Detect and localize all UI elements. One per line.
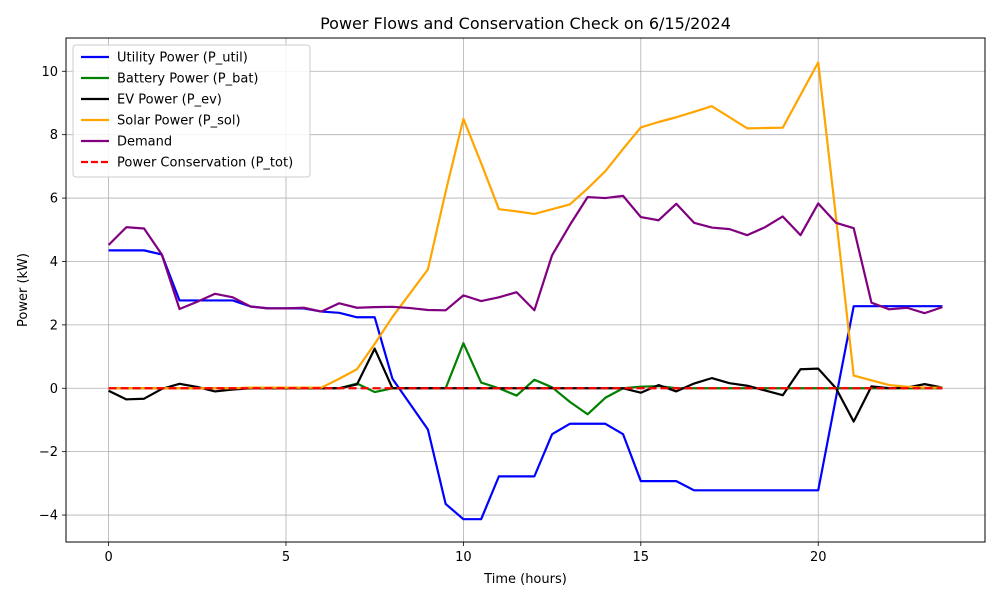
plot-frame: [65, 37, 986, 543]
y-tick-label: −4: [39, 509, 58, 524]
legend: Utility Power (P_util) Battery Power (P_b…: [72, 44, 311, 178]
y-tick-label: 2: [50, 318, 58, 333]
legend-label: Demand: [117, 135, 172, 150]
legend-box: [72, 44, 311, 178]
x-tick-label: 20: [810, 550, 827, 565]
y-tick-label: 4: [50, 255, 58, 270]
y-tick-label: −2: [39, 445, 58, 460]
legend-label: Power Conservation (P_tot): [117, 156, 293, 171]
series-line-demand: [107, 194, 943, 315]
x-tick-label: 5: [282, 550, 290, 565]
y-tick-label: 8: [50, 128, 58, 143]
legend-label: EV Power (P_ev): [117, 93, 222, 108]
y-axis-label: Power (kW): [16, 253, 31, 327]
x-tick-label: 0: [104, 550, 112, 565]
ticks: 0 5 10 15 20 −4 −2 0 2 4 6 8 10: [39, 65, 827, 565]
legend-label: Solar Power (P_sol): [117, 114, 241, 129]
y-tick-label: 6: [50, 192, 58, 207]
x-axis-label: Time (hours): [483, 572, 567, 587]
y-tick-label: 0: [50, 382, 58, 397]
x-tick-label: 15: [633, 550, 650, 565]
y-tick-label: 10: [41, 65, 58, 80]
x-tick-label: 10: [455, 550, 472, 565]
legend-label: Battery Power (P_bat): [117, 72, 258, 87]
legend-label: Utility Power (P_util): [117, 51, 248, 66]
chart-title: Power Flows and Conservation Check on 6/…: [320, 14, 731, 33]
series-layer: [107, 61, 943, 521]
